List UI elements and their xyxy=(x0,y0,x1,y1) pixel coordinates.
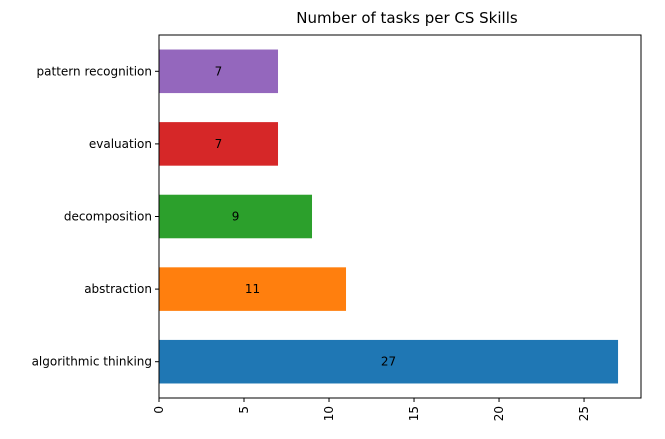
bar-value-label-decomposition: 9 xyxy=(232,210,240,224)
bars-group xyxy=(159,49,619,384)
bar-value-label-algorithmic-thinking: 27 xyxy=(381,355,396,369)
x-tick-label-10: 10 xyxy=(322,406,336,421)
bar-evaluation xyxy=(159,122,279,166)
bar-labels-group: 27 11 9 7 7 xyxy=(215,64,396,368)
y-tick-label-pattern-recognition: pattern recognition xyxy=(37,64,152,78)
x-tick-label-0: 0 xyxy=(152,406,166,414)
plot-frame xyxy=(158,34,642,399)
bar-pattern-recognition xyxy=(159,49,279,94)
y-axis: algorithmic thinking abstraction decomposi… xyxy=(32,64,159,369)
bar-value-label-pattern-recognition: 7 xyxy=(215,64,223,78)
bar-decomposition xyxy=(159,194,313,239)
y-tick-label-abstraction: abstraction xyxy=(84,282,152,296)
bar-abstraction xyxy=(159,267,347,311)
x-tick-label-15: 15 xyxy=(407,406,421,421)
bar-value-label-abstraction: 11 xyxy=(245,282,260,296)
bar-value-label-evaluation: 7 xyxy=(215,137,223,151)
y-tick-label-algorithmic-thinking: algorithmic thinking xyxy=(32,355,152,369)
y-tick-label-decomposition: decomposition xyxy=(64,210,152,224)
bar-algorithmic-thinking xyxy=(159,339,619,384)
x-tick-label-25: 25 xyxy=(577,406,591,421)
chart-title: Number of tasks per CS Skills xyxy=(296,9,518,27)
x-tick-label-5: 5 xyxy=(237,406,251,414)
x-axis: 0 5 10 15 20 25 xyxy=(152,398,591,421)
x-tick-label-20: 20 xyxy=(492,406,506,421)
y-tick-label-evaluation: evaluation xyxy=(89,137,152,151)
